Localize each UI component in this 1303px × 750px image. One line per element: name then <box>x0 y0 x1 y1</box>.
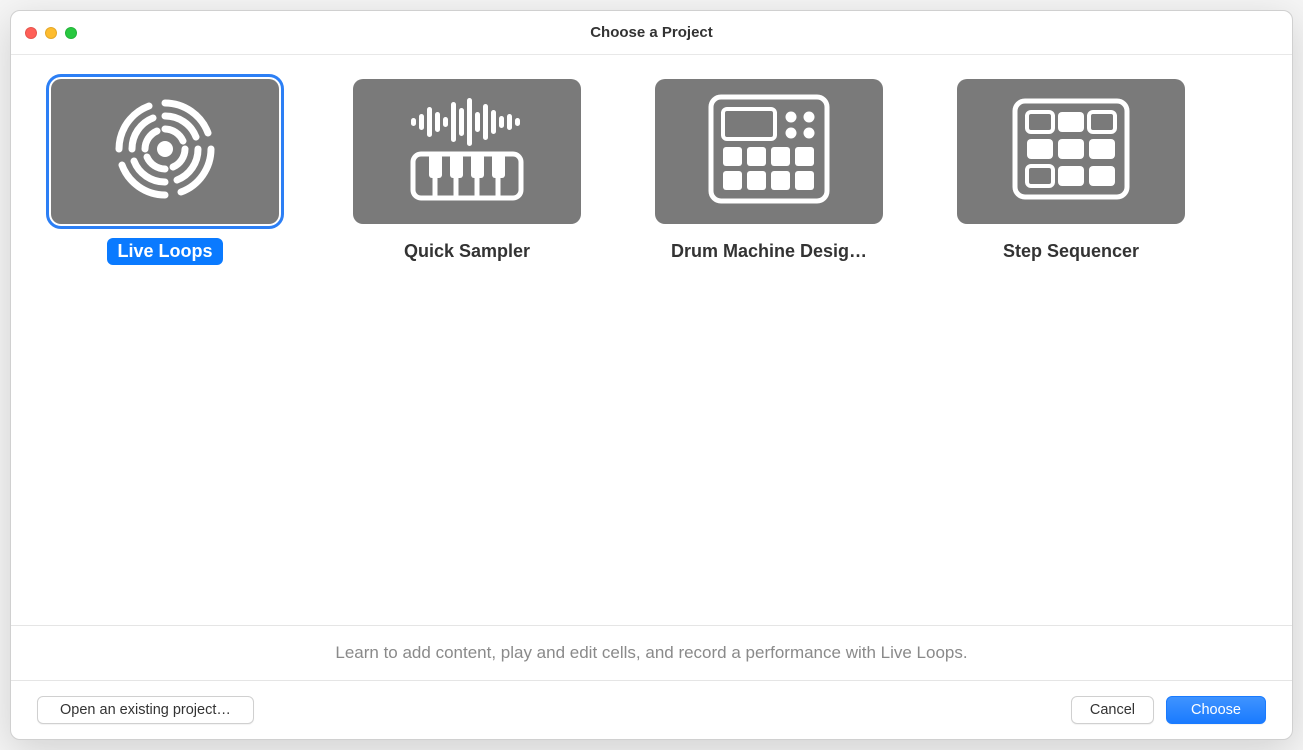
template-label: Step Sequencer <box>993 238 1149 265</box>
template-card <box>353 79 581 224</box>
quick-sampler-icon <box>397 94 537 209</box>
drum-machine-icon <box>705 93 833 210</box>
description-text: Learn to add content, play and edit cell… <box>335 643 967 663</box>
template-card <box>51 79 279 224</box>
project-chooser-window: Choose a Project <box>10 10 1293 740</box>
maximize-button[interactable] <box>65 27 77 39</box>
step-sequencer-icon <box>1010 96 1132 207</box>
template-step-sequencer[interactable]: Step Sequencer <box>957 79 1185 265</box>
minimize-button[interactable] <box>45 27 57 39</box>
template-label: Live Loops <box>107 238 222 265</box>
template-grid: Live Loops <box>11 55 1292 625</box>
choose-button[interactable]: Choose <box>1166 696 1266 724</box>
template-card <box>957 79 1185 224</box>
template-label: Drum Machine Desig… <box>661 238 877 265</box>
footer: Open an existing project… Cancel Choose <box>11 681 1292 739</box>
live-loops-icon <box>111 95 219 208</box>
traffic-lights <box>25 27 77 39</box>
close-button[interactable] <box>25 27 37 39</box>
description-bar: Learn to add content, play and edit cell… <box>11 625 1292 681</box>
template-card <box>655 79 883 224</box>
open-existing-button[interactable]: Open an existing project… <box>37 696 254 724</box>
template-live-loops[interactable]: Live Loops <box>51 79 279 265</box>
window-title: Choose a Project <box>11 24 1292 41</box>
titlebar: Choose a Project <box>11 11 1292 55</box>
template-drum-machine-designer[interactable]: Drum Machine Desig… <box>655 79 883 265</box>
template-quick-sampler[interactable]: Quick Sampler <box>353 79 581 265</box>
cancel-button[interactable]: Cancel <box>1071 696 1154 724</box>
template-label: Quick Sampler <box>394 238 540 265</box>
